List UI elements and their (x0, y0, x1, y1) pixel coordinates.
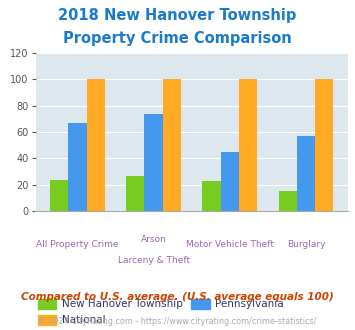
Bar (221, 152, 239, 211)
Text: © 2024 CityRating.com - https://www.cityrating.com/crime-statistics/: © 2024 CityRating.com - https://www.city… (38, 317, 317, 326)
Text: Larceny & Theft: Larceny & Theft (118, 255, 190, 265)
Bar (279, 191, 297, 211)
Text: Motor Vehicle Theft: Motor Vehicle Theft (186, 240, 274, 249)
Text: 2018 New Hanover Township: 2018 New Hanover Township (58, 8, 297, 23)
Bar (239, 79, 257, 211)
Text: Burglary: Burglary (287, 240, 325, 249)
Bar (68, 123, 87, 211)
Legend: New Hanover Township, National, Pennsylvania: New Hanover Township, National, Pennsylv… (38, 299, 283, 325)
Bar (297, 136, 315, 211)
Bar (144, 114, 163, 211)
Text: Arson: Arson (141, 235, 166, 244)
Bar (50, 180, 68, 211)
Text: Compared to U.S. average. (U.S. average equals 100): Compared to U.S. average. (U.S. average … (21, 292, 334, 302)
Bar (202, 181, 221, 211)
Bar (163, 79, 181, 211)
Text: Property Crime Comparison: Property Crime Comparison (63, 31, 292, 46)
Bar (315, 79, 333, 211)
Bar (126, 176, 144, 211)
Text: All Property Crime: All Property Crime (36, 240, 119, 249)
Bar (87, 79, 105, 211)
